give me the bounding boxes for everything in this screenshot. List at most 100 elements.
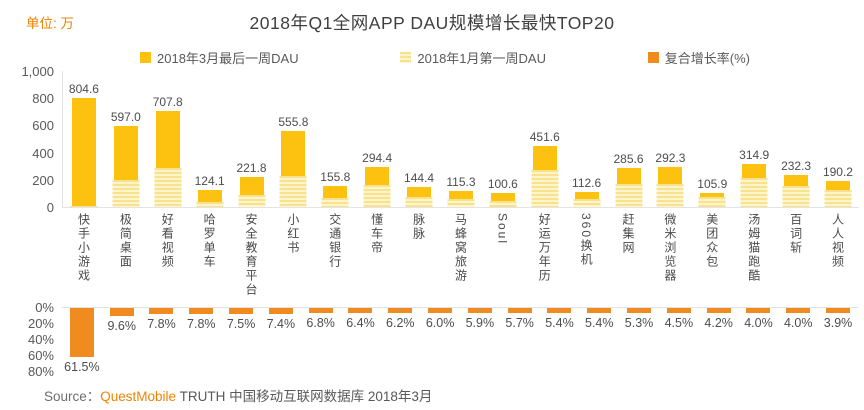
- january-dau-bar: [531, 170, 559, 207]
- app-name-label: 360换机: [579, 213, 594, 268]
- growth-value-label: 5.4%: [545, 316, 574, 330]
- growth-rate-bar: [706, 308, 731, 313]
- dau-value-label: 190.2: [822, 165, 853, 179]
- dau-bar-group: 294.4: [356, 71, 398, 207]
- dau-x-label-slot: 小红书: [271, 213, 313, 305]
- growth-rate-bar: [666, 308, 691, 313]
- growth-bar-group: 61.5%: [62, 308, 102, 380]
- dau-value-label: 314.9: [739, 148, 770, 162]
- dau-value-label: 100.6: [487, 177, 518, 191]
- app-name-label: 汤姆猫跑酷: [746, 213, 761, 283]
- growth-bar-group: 5.4%: [579, 308, 619, 380]
- dau-x-label-slot: 美团众包: [690, 213, 732, 305]
- source-prefix: Source：: [44, 389, 101, 404]
- source-brand: QuestMobile: [100, 389, 177, 404]
- growth-bar-group: 7.8%: [142, 308, 182, 380]
- january-dau-bar: [615, 184, 643, 207]
- dau-x-label-slot: 懂车帝: [355, 213, 397, 305]
- dau-value-label: 294.4: [362, 151, 393, 165]
- app-name-label: 美团众包: [704, 213, 719, 269]
- growth-rate-bar: [587, 308, 612, 313]
- dau-value-label: 115.3: [446, 175, 476, 189]
- growth-value-label: 61.5%: [64, 360, 100, 374]
- growth-value-label: 3.9%: [823, 316, 853, 330]
- growth-bar-group: 5.7%: [500, 308, 540, 380]
- january-dau-bar: [363, 185, 391, 207]
- growth-value-label: 6.2%: [386, 316, 415, 330]
- growth-value-label: 9.6%: [107, 319, 136, 333]
- growth-rate-bar: [268, 308, 293, 314]
- growth-bar-group: 4.2%: [699, 308, 739, 380]
- dau-bar-group: 105.9: [691, 71, 733, 207]
- january-dau-bar: [112, 180, 140, 207]
- january-dau-bar: [573, 199, 601, 207]
- dau-x-label-slot: 微米浏览器: [648, 213, 690, 305]
- app-name-label: 快手小游戏: [76, 213, 91, 283]
- growth-bar-group: 6.4%: [341, 308, 381, 380]
- growth-bar-group: 4.0%: [778, 308, 818, 380]
- dau-bar-group: 292.3: [649, 71, 691, 207]
- growth-rate-bar: [388, 308, 413, 313]
- app-name-label: 好运万年历: [537, 213, 552, 283]
- dau-x-label-slot: 赶集网: [607, 213, 649, 305]
- dau-bar-group: 155.8: [314, 71, 356, 207]
- growth-rate-bar: [547, 308, 572, 313]
- dau-x-label-slot: 360换机: [565, 213, 607, 305]
- dau-y-tick: 400: [32, 145, 54, 161]
- dau-bar-group: 314.9: [733, 71, 775, 207]
- legend-item-march-dau: 2018年3月最后一周DAU: [140, 48, 299, 67]
- app-name-label: 马蜂窝旅游: [453, 213, 468, 283]
- growth-value-label: 7.4%: [266, 317, 296, 331]
- dau-x-label-slot: Soul: [481, 213, 523, 305]
- growth-value-label: 5.4%: [585, 316, 614, 330]
- growth-bar-group: 9.6%: [102, 308, 142, 380]
- dau-bar-group: 190.2: [817, 71, 859, 207]
- growth-rate-bar: [428, 308, 453, 313]
- growth-value-label: 4.0%: [783, 316, 813, 330]
- january-dau-bar: [656, 184, 684, 207]
- app-name-label: 哈罗单车: [202, 213, 217, 269]
- dau-value-label: 221.8: [236, 161, 267, 175]
- dau-bar-group: 707.8: [147, 71, 189, 207]
- app-name-label: 脉脉: [411, 213, 426, 241]
- january-dau-bar: [279, 176, 307, 207]
- legend: 2018年3月最后一周DAU 2018年1月第一周DAU 复合增长率(%): [140, 48, 750, 67]
- legend-label: 2018年3月最后一周DAU: [157, 51, 299, 66]
- dau-x-label-slot: 人人视频: [816, 213, 858, 305]
- dau-x-label-slot: 汤姆猫跑酷: [732, 213, 774, 305]
- growth-rate-bar: [308, 308, 333, 313]
- dau-bar-group: 451.6: [524, 71, 566, 207]
- january-dau-bar: [698, 197, 726, 207]
- dau-value-label: 707.8: [152, 95, 183, 109]
- january-dau-bar: [321, 198, 349, 207]
- app-name-label: 好看视频: [160, 213, 175, 269]
- dau-x-label-slot: 交通银行: [313, 213, 355, 305]
- dau-bar-group: 144.4: [398, 71, 440, 207]
- growth-value-label: 7.5%: [226, 317, 256, 331]
- growth-rate-bar: [826, 308, 851, 313]
- legend-label: 复合增长率(%): [664, 51, 750, 66]
- app-name-label: 人人视频: [830, 213, 845, 269]
- january-dau-bar: [824, 190, 852, 207]
- growth-bar-group: 7.5%: [221, 308, 261, 380]
- growth-bar-group: 4.5%: [659, 308, 699, 380]
- unit-label: 单位: 万: [26, 16, 75, 31]
- growth-bar-group: 7.8%: [181, 308, 221, 380]
- app-name-label: 懂车帝: [369, 213, 384, 255]
- growth-rate-bar: [627, 308, 652, 313]
- app-name-label: 百词斩: [788, 213, 803, 255]
- march-dau-bar: [71, 98, 96, 207]
- app-name-label: 赶集网: [621, 213, 636, 255]
- january-dau-bar: [196, 202, 224, 207]
- dau-bar-group: 804.6: [63, 71, 105, 207]
- growth-plot-area: 61.5% 9.6% 7.8% 7.8% 7.5% 7.4% 6.8% 6.4% 6.2% 6.0…: [62, 307, 858, 380]
- growth-bar-group: 6.8%: [301, 308, 341, 380]
- dau-bar-group: 100.6: [482, 71, 524, 207]
- growth-rate-bar: [149, 308, 174, 314]
- january-dau-bar: [740, 178, 768, 207]
- dau-bar-group: 232.3: [775, 71, 817, 207]
- dau-x-label-slot: 脉脉: [397, 213, 439, 305]
- january-dau-bar: [238, 195, 265, 207]
- growth-y-tick: 40%: [27, 332, 54, 347]
